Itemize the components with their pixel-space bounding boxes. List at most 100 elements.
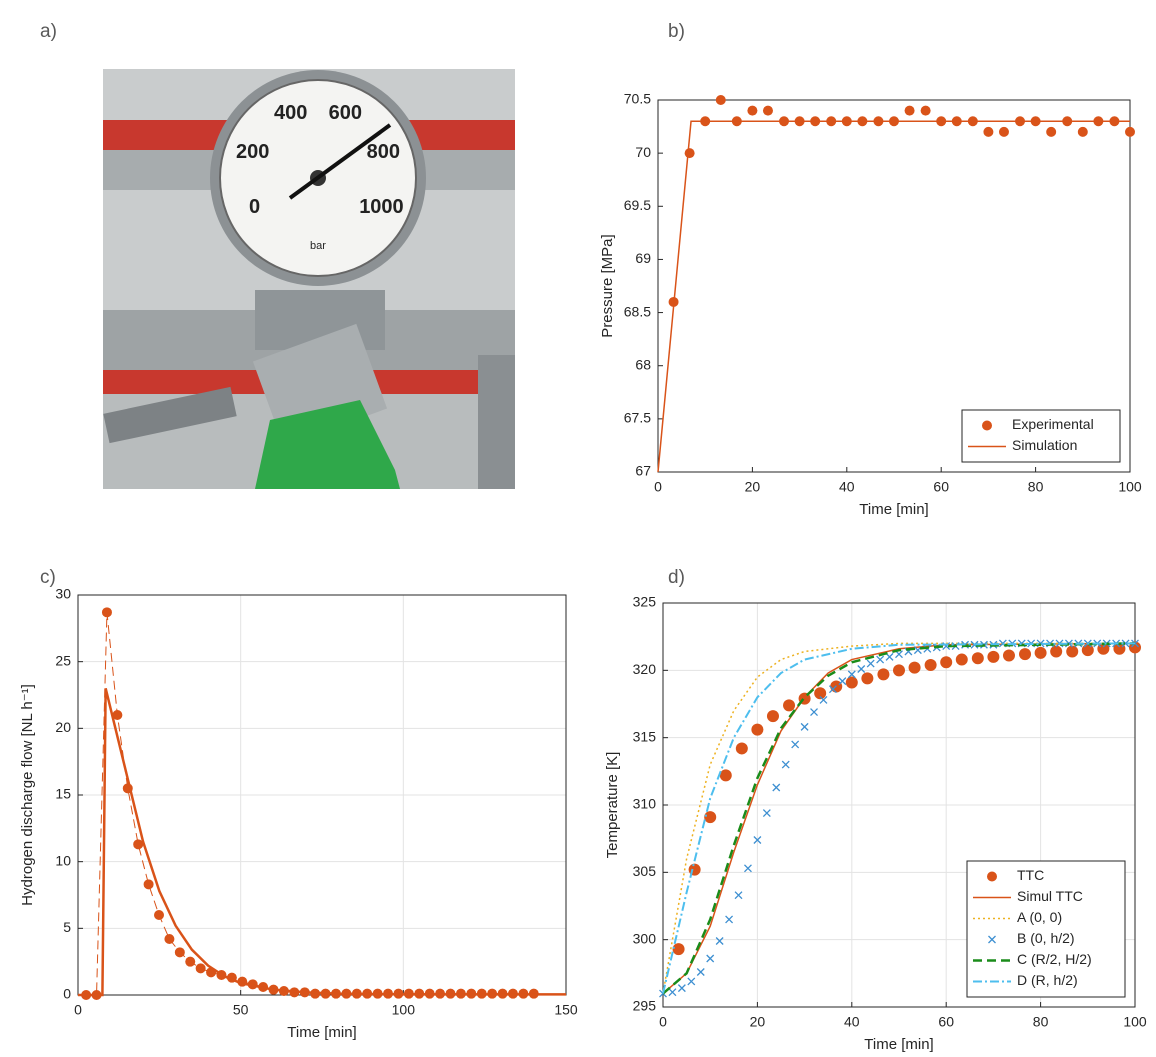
- legend-label: B (0, h/2): [1017, 930, 1075, 946]
- marker: [772, 783, 781, 792]
- x-tick-label: 100: [392, 1002, 416, 1018]
- marker: [1125, 126, 1135, 137]
- marker: [719, 769, 732, 782]
- dial-unit: bar: [310, 240, 326, 252]
- panel-label: d): [668, 567, 685, 588]
- fitting: [103, 386, 237, 444]
- marker: [877, 668, 890, 681]
- axes-box: [662, 602, 1136, 1008]
- y-tick-label: 325: [633, 594, 657, 610]
- marker: [185, 956, 196, 967]
- y-tick-label: 10: [55, 852, 71, 868]
- y-tick-label: 315: [633, 728, 657, 744]
- marker: [696, 968, 705, 976]
- y-tick-label: 69.5: [624, 197, 651, 213]
- y-tick-label: 68.5: [624, 303, 651, 319]
- marker: [101, 607, 112, 618]
- gauge-needle: [288, 123, 392, 200]
- x-tick-label: 100: [1123, 1014, 1147, 1030]
- y-tick-label: 305: [633, 863, 657, 879]
- marker: [684, 148, 695, 159]
- marker: [1077, 126, 1088, 137]
- marker: [987, 650, 1000, 663]
- marker: [762, 105, 773, 116]
- legend: Experimental Simulation: [961, 409, 1121, 463]
- y-tick-label: 69: [635, 250, 651, 266]
- x-axis-title: Time [min]: [864, 1036, 933, 1053]
- y-tick-label: 310: [633, 796, 657, 812]
- marker: [838, 677, 847, 686]
- chart: 67 67.5 68 68.5 69 69.5 70 70.5 0 20 40 60 80 100 Time…: [599, 91, 1142, 518]
- marker: [687, 977, 696, 986]
- series-line: [657, 120, 1130, 473]
- y-axis-title: Pressure [MPa]: [599, 234, 616, 337]
- x-tick-label: 40: [839, 479, 855, 495]
- marker: [668, 988, 677, 997]
- marker: [751, 723, 764, 736]
- marker: [747, 105, 758, 116]
- legend: TTC Simul TTC A (0, 0) B (0, h/2) C (R/2, H/…: [966, 860, 1126, 998]
- marker: [715, 937, 724, 945]
- y-tick-label: 68: [635, 356, 651, 372]
- y-tick-label: 67: [635, 463, 651, 479]
- dial-label: 800: [367, 141, 400, 163]
- marker: [766, 710, 779, 723]
- marker: [1002, 649, 1015, 662]
- dial-label: 0: [249, 196, 260, 218]
- marker: [1081, 644, 1094, 657]
- x-tick-label: 80: [1033, 1014, 1049, 1030]
- marker: [971, 652, 984, 665]
- fitting: [478, 355, 515, 489]
- marker: [940, 656, 953, 669]
- y-axis-title: Temperature [K]: [604, 752, 621, 859]
- dial-label: 400: [274, 102, 307, 124]
- marker: [998, 126, 1009, 137]
- y-tick-label: 70: [635, 144, 651, 160]
- y-tick-label: 0: [63, 986, 71, 1002]
- marker: [828, 685, 837, 694]
- marker: [920, 105, 931, 116]
- y-tick-label: 20: [55, 719, 71, 735]
- x-tick-label: 100: [1118, 479, 1142, 495]
- marker: [744, 864, 752, 873]
- marker: [819, 696, 828, 704]
- x-tick-label: 150: [554, 1002, 578, 1018]
- marker: [753, 836, 762, 844]
- x-axis-title: Time [min]: [859, 501, 928, 518]
- y-tick-label: 5: [63, 919, 71, 935]
- legend-marker: [987, 871, 997, 882]
- marker: [908, 661, 921, 674]
- chart: 295 300 305 310 315 320 325 0 20 40 60 80 100 Time [m…: [604, 594, 1147, 1053]
- series-line: [78, 688, 566, 997]
- marker: [791, 740, 800, 749]
- marker: [983, 126, 994, 137]
- marker: [1046, 126, 1057, 137]
- marker: [143, 879, 154, 890]
- marker: [857, 665, 866, 673]
- panel-label: c): [40, 567, 56, 588]
- legend-label: Experimental: [1012, 416, 1094, 432]
- y-tick-label: 70.5: [624, 91, 651, 107]
- y-axis-title: Hydrogen discharge flow [NL h⁻¹]: [19, 684, 36, 906]
- series-line: [662, 642, 1135, 994]
- marker: [1034, 646, 1047, 659]
- y-tick-label: 25: [55, 652, 71, 668]
- x-tick-label: 50: [233, 1002, 249, 1018]
- marker: [845, 676, 858, 689]
- x-tick-label: 40: [844, 1014, 860, 1030]
- y-tick-label: 300: [633, 930, 657, 946]
- marker: [781, 760, 790, 769]
- x-tick-label: 0: [74, 1002, 82, 1018]
- x-tick-label: 60: [933, 479, 949, 495]
- marker: [734, 891, 743, 900]
- marker: [893, 664, 905, 677]
- panel-label: a): [40, 21, 57, 42]
- x-tick-label: 80: [1028, 479, 1044, 495]
- x-tick-label: 0: [659, 1014, 667, 1030]
- marker: [164, 934, 175, 944]
- marker: [861, 672, 874, 685]
- marker: [715, 95, 726, 105]
